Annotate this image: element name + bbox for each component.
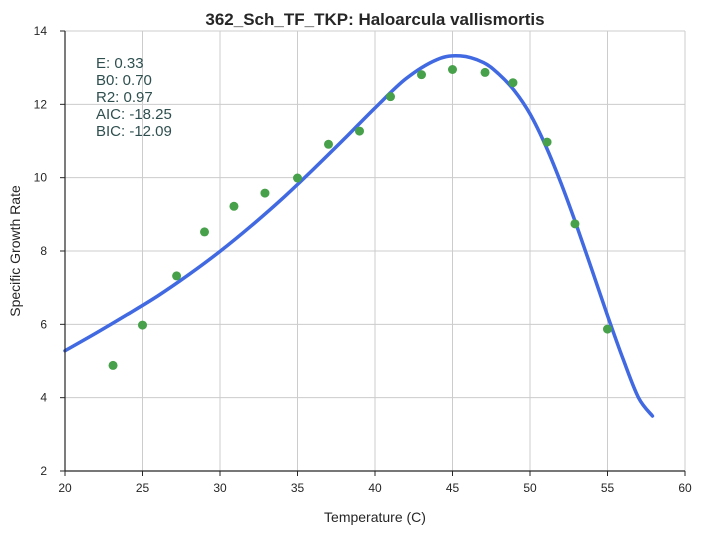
- data-point: [108, 360, 118, 370]
- data-point: [138, 320, 147, 330]
- x-tick-label: 50: [523, 481, 537, 495]
- data-point: [417, 70, 426, 80]
- data-point: [200, 227, 209, 237]
- y-tick-label: 12: [34, 97, 48, 111]
- x-tick-label: 20: [58, 481, 72, 495]
- stat-r2: R2: 0.97: [96, 89, 153, 106]
- x-tick-label: 60: [678, 481, 692, 495]
- data-point: [542, 137, 552, 147]
- x-tick-label: 40: [368, 481, 382, 495]
- y-tick-label: 6: [40, 317, 47, 331]
- data-point: [260, 188, 270, 198]
- y-tick-label: 10: [34, 171, 48, 185]
- data-point: [229, 201, 239, 211]
- data-point: [324, 139, 333, 149]
- data-point: [480, 67, 490, 77]
- stat-b0: B0: 0.70: [96, 72, 152, 89]
- x-ticks: 20 25 30 35 40 45 50 55 60: [58, 471, 692, 495]
- data-point: [570, 219, 580, 229]
- y-tick-label: 14: [34, 24, 48, 38]
- stat-aic: AIC: -18.25: [96, 106, 172, 123]
- y-ticks: 2 4 6 8 10 12 14: [34, 24, 65, 478]
- fit-curve-layer: [63, 54, 655, 418]
- y-tick-label: 4: [40, 391, 47, 405]
- data-point: [355, 126, 364, 136]
- data-point: [293, 173, 302, 183]
- grid-lines: [64, 30, 686, 472]
- data-point: [448, 65, 457, 74]
- chart-title: 362_Sch_TF_TKP: Haloarcula vallismortis: [205, 10, 544, 29]
- fit-statistics: E: 0.33 B0: 0.70 R2: 0.97 AIC: -18.25 BI…: [96, 55, 172, 140]
- x-tick-label: 25: [136, 481, 150, 495]
- stat-bic: BIC: -12.09: [96, 123, 172, 140]
- data-point: [508, 78, 518, 88]
- stat-e: E: 0.33: [96, 55, 144, 72]
- data-points: [108, 65, 612, 370]
- x-tick-label: 30: [213, 481, 227, 495]
- data-point: [603, 324, 612, 334]
- x-tick-label: 55: [601, 481, 615, 495]
- fit-curve: [63, 54, 655, 418]
- y-axis-label: Specific Growth Rate: [7, 185, 23, 317]
- y-tick-label: 8: [40, 244, 47, 258]
- data-point: [386, 92, 395, 102]
- x-tick-label: 45: [446, 481, 460, 495]
- x-axis-label: Temperature (C): [324, 509, 426, 525]
- data-point: [172, 271, 182, 281]
- x-tick-label: 35: [291, 481, 305, 495]
- y-tick-label: 2: [40, 464, 47, 478]
